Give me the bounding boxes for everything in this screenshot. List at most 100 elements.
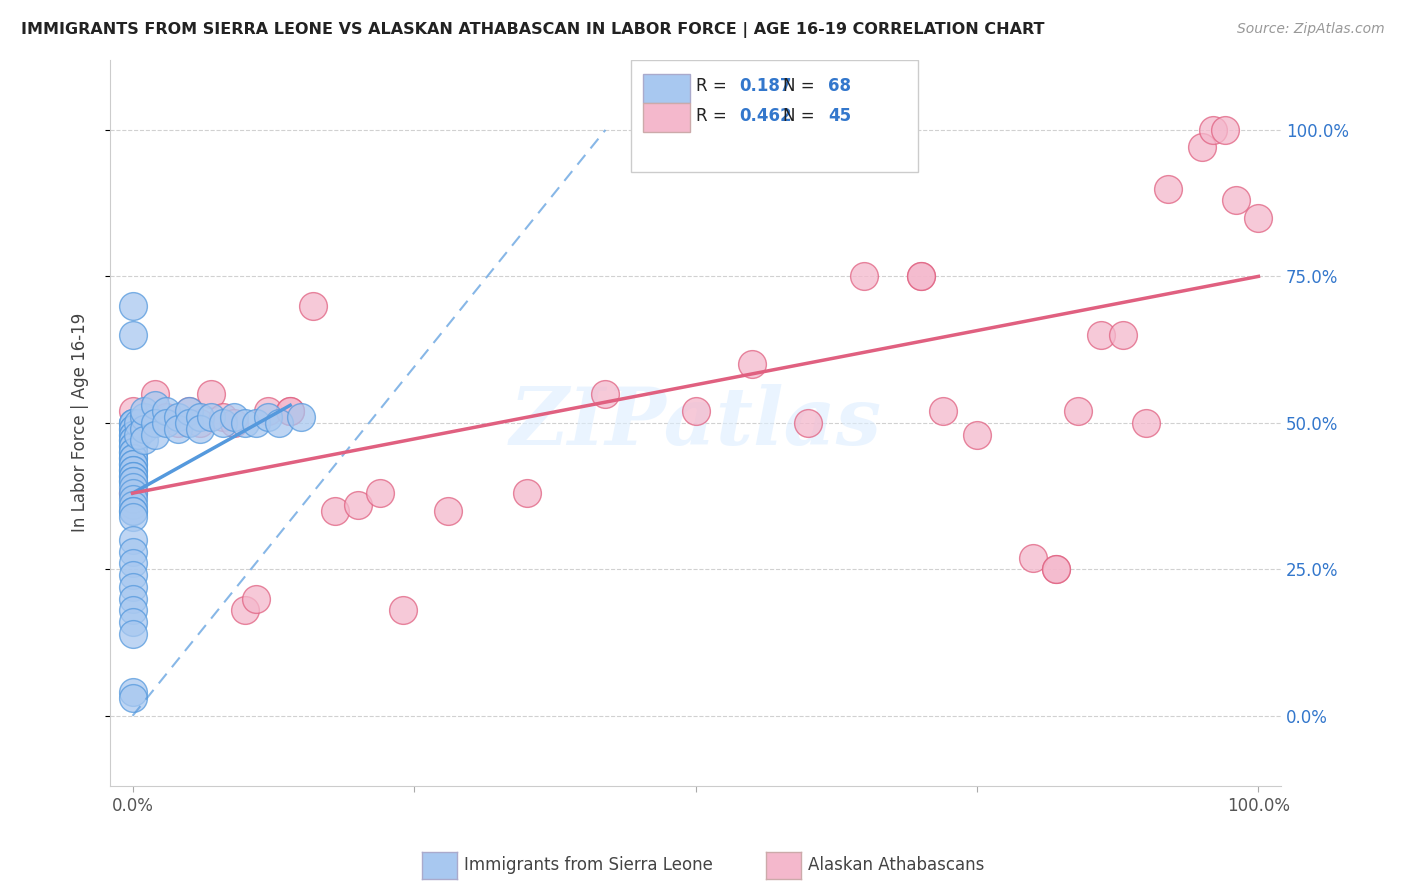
Y-axis label: In Labor Force | Age 16-19: In Labor Force | Age 16-19 bbox=[72, 313, 89, 533]
Point bbox=[166, 416, 188, 430]
Point bbox=[211, 410, 233, 425]
Point bbox=[121, 416, 143, 430]
Point bbox=[256, 404, 278, 418]
Point bbox=[166, 410, 188, 425]
Point bbox=[1191, 140, 1213, 154]
Point bbox=[910, 269, 932, 284]
Text: N =: N = bbox=[783, 78, 820, 95]
Point bbox=[188, 410, 211, 425]
Point bbox=[143, 416, 166, 430]
Point bbox=[966, 427, 988, 442]
Point bbox=[121, 504, 143, 518]
Point bbox=[121, 557, 143, 571]
Point bbox=[910, 269, 932, 284]
Point bbox=[121, 603, 143, 617]
Point bbox=[1225, 193, 1247, 207]
Point bbox=[121, 463, 143, 477]
Point bbox=[121, 439, 143, 453]
Point bbox=[121, 491, 143, 506]
Point bbox=[233, 603, 256, 617]
Point bbox=[1045, 562, 1067, 576]
Point bbox=[121, 486, 143, 500]
Point bbox=[121, 445, 143, 459]
Point bbox=[177, 416, 200, 430]
FancyBboxPatch shape bbox=[643, 103, 690, 132]
Point bbox=[143, 386, 166, 401]
Point bbox=[132, 422, 155, 436]
Point bbox=[368, 486, 391, 500]
Point bbox=[121, 457, 143, 471]
Point bbox=[132, 434, 155, 448]
Text: R =: R = bbox=[696, 78, 731, 95]
Point bbox=[1135, 416, 1157, 430]
Text: ZIPatlas: ZIPatlas bbox=[509, 384, 882, 462]
Point bbox=[143, 427, 166, 442]
Point bbox=[121, 504, 143, 518]
Point bbox=[155, 404, 177, 418]
Text: N =: N = bbox=[783, 106, 820, 125]
Point bbox=[155, 416, 177, 430]
Point bbox=[121, 450, 143, 465]
Point bbox=[391, 603, 413, 617]
Point bbox=[346, 498, 368, 512]
Point bbox=[188, 416, 211, 430]
Point bbox=[166, 422, 188, 436]
Point bbox=[121, 580, 143, 594]
Point bbox=[222, 416, 245, 430]
Point bbox=[1202, 123, 1225, 137]
Point bbox=[1213, 123, 1236, 137]
Point bbox=[245, 591, 267, 606]
Point bbox=[121, 450, 143, 465]
Point bbox=[1067, 404, 1090, 418]
Point bbox=[188, 422, 211, 436]
Point bbox=[121, 463, 143, 477]
Point bbox=[132, 416, 155, 430]
Text: Immigrants from Sierra Leone: Immigrants from Sierra Leone bbox=[464, 856, 713, 874]
Point bbox=[1022, 550, 1045, 565]
Point bbox=[323, 504, 346, 518]
Point bbox=[121, 404, 143, 418]
Point bbox=[1090, 328, 1112, 343]
Point bbox=[121, 427, 143, 442]
Point bbox=[290, 410, 312, 425]
Point bbox=[121, 475, 143, 489]
FancyBboxPatch shape bbox=[631, 60, 918, 172]
Point bbox=[121, 434, 143, 448]
Point bbox=[132, 410, 155, 425]
Point bbox=[143, 398, 166, 412]
Point bbox=[121, 545, 143, 559]
Point bbox=[121, 299, 143, 313]
Point bbox=[267, 416, 290, 430]
Point bbox=[121, 427, 143, 442]
Text: Source: ZipAtlas.com: Source: ZipAtlas.com bbox=[1237, 22, 1385, 37]
Text: 68: 68 bbox=[828, 78, 851, 95]
Point bbox=[121, 439, 143, 453]
Point bbox=[1157, 181, 1180, 195]
Point bbox=[121, 509, 143, 524]
Point bbox=[245, 416, 267, 430]
Point bbox=[121, 533, 143, 547]
Text: 0.187: 0.187 bbox=[738, 78, 792, 95]
Point bbox=[222, 410, 245, 425]
Text: 0.462: 0.462 bbox=[738, 106, 792, 125]
Point bbox=[121, 591, 143, 606]
Point bbox=[121, 468, 143, 483]
Point bbox=[121, 486, 143, 500]
Point bbox=[121, 457, 143, 471]
Point bbox=[132, 404, 155, 418]
Point bbox=[155, 410, 177, 425]
Point bbox=[177, 404, 200, 418]
Point bbox=[121, 434, 143, 448]
Point bbox=[121, 615, 143, 629]
Point bbox=[121, 475, 143, 489]
Point bbox=[121, 422, 143, 436]
Text: IMMIGRANTS FROM SIERRA LEONE VS ALASKAN ATHABASCAN IN LABOR FORCE | AGE 16-19 CO: IMMIGRANTS FROM SIERRA LEONE VS ALASKAN … bbox=[21, 22, 1045, 38]
Point bbox=[233, 416, 256, 430]
Text: Alaskan Athabascans: Alaskan Athabascans bbox=[808, 856, 984, 874]
Text: 45: 45 bbox=[828, 106, 851, 125]
Point bbox=[121, 445, 143, 459]
Point bbox=[797, 416, 820, 430]
Point bbox=[121, 422, 143, 436]
Point bbox=[121, 691, 143, 706]
FancyBboxPatch shape bbox=[643, 74, 690, 103]
